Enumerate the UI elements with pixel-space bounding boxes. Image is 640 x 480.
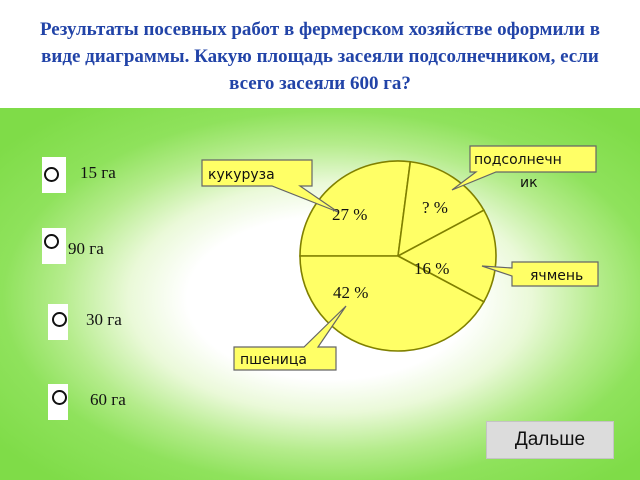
radio-button[interactable] xyxy=(52,390,67,405)
radio-button[interactable] xyxy=(52,312,67,327)
answer-label: 90 га xyxy=(68,239,104,258)
slice-percent-sunflower: ? % xyxy=(422,198,448,217)
slice-percent-barley: 16 % xyxy=(414,259,449,278)
answer-label: 60 га xyxy=(90,390,126,409)
answer-option-2[interactable]: 90 га xyxy=(42,228,142,264)
question-text: Результаты посевных работ в фермерском х… xyxy=(39,19,601,94)
callout-sunflower-label-line2: ик xyxy=(520,175,538,191)
answer-option-3[interactable]: 30 га xyxy=(48,304,148,340)
callout-wheat-label: пшеница xyxy=(240,352,307,368)
callout-wheat: пшеница xyxy=(233,305,347,371)
answer-option-1[interactable]: 15 га xyxy=(42,157,142,193)
radio-button[interactable] xyxy=(44,234,59,249)
slice-percent-corn: 27 % xyxy=(332,205,367,224)
next-button[interactable]: Дальше xyxy=(486,421,614,459)
pie-slice-corn xyxy=(299,160,412,257)
pie-slice-barley xyxy=(396,209,497,303)
callout-sunflower: подсолнечн ик xyxy=(451,145,597,191)
callout-barley-label: ячмень xyxy=(530,268,583,284)
callout-barley: ячмень xyxy=(481,261,599,287)
callout-corn-label: кукуруза xyxy=(208,167,275,183)
callout-corn: кукуруза xyxy=(201,159,339,213)
pie-slice-wheat xyxy=(299,255,485,352)
callout-sunflower-label-line1: подсолнечн xyxy=(474,152,562,168)
answer-option-4[interactable]: 60 га xyxy=(48,384,148,420)
answer-label: 30 га xyxy=(86,310,122,329)
radio-button[interactable] xyxy=(44,167,59,182)
answer-label: 15 га xyxy=(80,163,116,182)
slice-percent-wheat: 42 % xyxy=(333,283,368,302)
